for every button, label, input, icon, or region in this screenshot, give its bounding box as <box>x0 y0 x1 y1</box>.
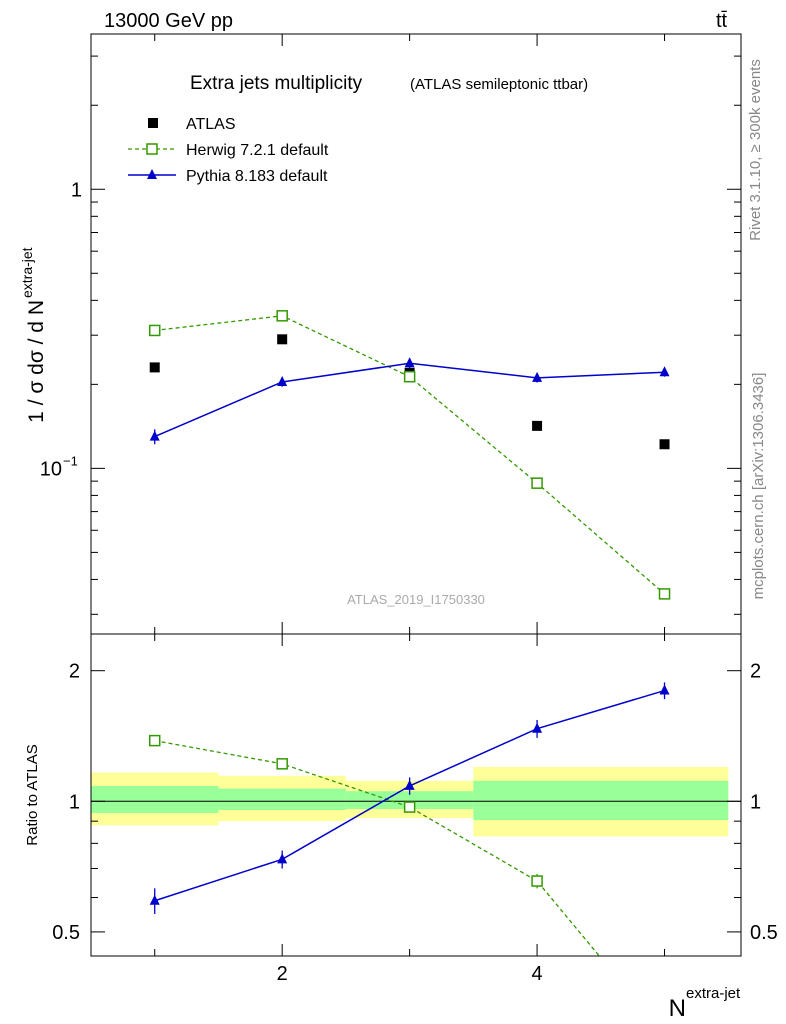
pythia-point <box>277 853 288 864</box>
pythia-point <box>659 366 670 377</box>
pythia-point <box>532 722 543 733</box>
main-series <box>148 310 671 600</box>
atlas-point <box>532 420 543 431</box>
uncertainty-band <box>91 766 741 837</box>
pythia-point <box>404 357 415 368</box>
legend-pythia-label: Pythia 8.183 default <box>186 168 328 185</box>
process-label: tt̄ <box>716 10 728 32</box>
pythia-point <box>659 684 670 695</box>
x-tick-label: 4 <box>532 963 543 985</box>
y-tick-label: 1 <box>71 179 82 201</box>
y-tick-label-exponent: −1 <box>63 453 78 468</box>
atlas-point <box>659 439 670 450</box>
plot-subtitle: (ATLAS semileptonic ttbar) <box>410 76 588 93</box>
ratio-y-tick-label-left: 1 <box>69 791 80 813</box>
legend-pythia-marker <box>147 169 157 179</box>
herwig-point <box>148 734 161 747</box>
band-inner-1 <box>218 788 346 810</box>
plot-title: Extra jets multiplicity <box>190 73 363 94</box>
pythia-point <box>149 894 160 905</box>
legend-atlas-label: ATLAS <box>186 116 236 133</box>
analysis-label: ATLAS_2019_I1750330 <box>347 592 485 607</box>
ratio-ylabel: Ratio to ATLAS <box>24 744 41 845</box>
herwig-point <box>403 370 416 383</box>
herwig-point <box>148 324 161 337</box>
legend-atlas-marker <box>148 118 158 128</box>
herwig-point <box>403 801 416 813</box>
herwig-line <box>154 739 601 956</box>
ratio-y-tick-label-left: 0.5 <box>52 922 80 944</box>
main-ylabel: 1 / σ dσ / d N extra-jet <box>19 247 48 422</box>
ratio-y-tick-label-right: 2 <box>750 661 761 683</box>
pythia-point <box>149 430 160 441</box>
ratio-y-tick-label-left: 2 <box>69 661 80 683</box>
band-inner-3 <box>473 780 729 821</box>
ratio-series <box>148 682 670 956</box>
main-ylabel-base: 1 / σ dσ / d N <box>25 300 48 423</box>
xlabel-base: N <box>669 995 686 1022</box>
atlas-point <box>277 334 288 345</box>
ratio-y-tick-label-right: 1 <box>750 791 761 813</box>
pythia-point <box>277 375 288 386</box>
y-tick-label: 10 <box>40 458 62 480</box>
ratio-panel-frame <box>90 633 742 957</box>
x-tick-label: 2 <box>277 963 288 985</box>
herwig-point <box>276 310 288 322</box>
legend-herwig-marker <box>146 143 158 155</box>
main-ylabel-sup: extra-jet <box>19 247 35 298</box>
herwig-point <box>531 875 543 887</box>
legend-herwig-label: Herwig 7.2.1 default <box>186 142 329 159</box>
atlas-point <box>149 362 160 373</box>
pythia-point <box>532 371 543 382</box>
band-inner-0 <box>91 785 219 813</box>
energy-label: 13000 GeV pp <box>104 10 233 32</box>
rivet-label: Rivet 3.1.10, ≥ 300k events <box>747 59 764 241</box>
pythia-point <box>404 779 415 790</box>
herwig-point <box>658 588 671 600</box>
axis-ticks: 2 4 1 10 −1 0.5 0.5 1 1 2 2 <box>40 34 778 985</box>
legend: ATLAS Herwig 7.2.1 default Pythia 8.183 … <box>128 116 329 185</box>
herwig-point <box>531 477 543 489</box>
xlabel-sup: extra-jet <box>686 985 741 1002</box>
mcplots-label: mcplots.cern.ch [arXiv:1306.3436] <box>750 373 767 600</box>
ratio-y-tick-label-right: 0.5 <box>750 922 778 944</box>
herwig-point <box>276 758 288 770</box>
